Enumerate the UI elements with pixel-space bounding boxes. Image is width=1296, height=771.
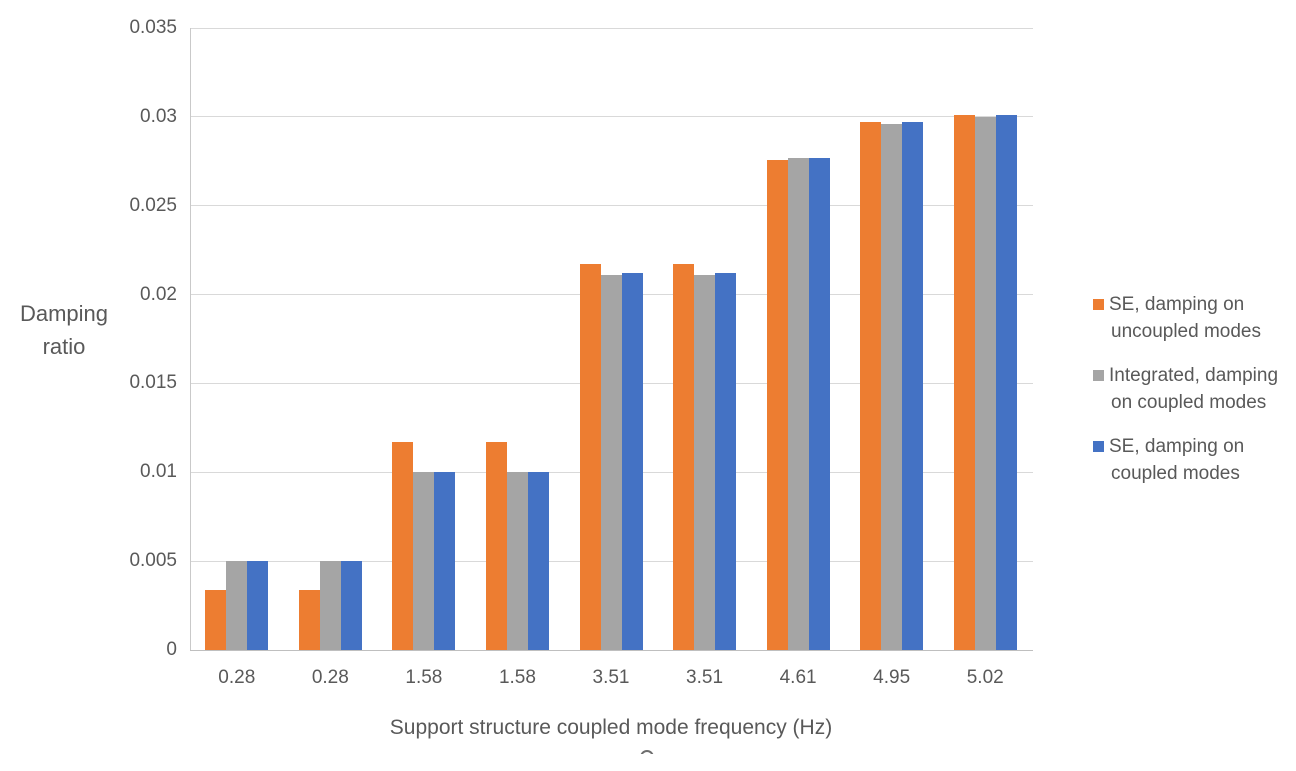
legend-swatch-icon (1093, 299, 1104, 310)
legend-label-line2: uncoupled modes (1111, 321, 1261, 342)
y-tick-label: 0.035 (129, 17, 177, 38)
gridline (190, 116, 1033, 118)
y-tick-label: 0.005 (129, 550, 177, 572)
gridline (190, 27, 1033, 29)
x-axis-title: Support structure coupled mode frequency… (389, 716, 833, 739)
legend-entry-1: SE, damping on uncoupled modes (1093, 291, 1293, 345)
x-tick-label: 1.58 (405, 667, 443, 688)
y-axis-line (190, 28, 191, 650)
bar-series2-cat5 (600, 275, 622, 650)
bar-series3-cat1 (247, 561, 269, 650)
bar-series1-cat9 (953, 115, 975, 650)
bar-series3-cat8 (902, 122, 924, 650)
bar-series1-cat2 (298, 589, 320, 650)
bar-series1-cat6 (673, 264, 695, 650)
legend-entry-2: Integrated, damping on coupled modes (1093, 362, 1293, 416)
x-tick-label: 1.58 (498, 667, 536, 688)
legend: SE, damping on uncoupled modes Integrated,… (1093, 291, 1293, 504)
y-axis-title-line1: Damping (19, 301, 109, 326)
legend-swatch-icon (1093, 370, 1104, 381)
bar-series3-cat2 (340, 561, 362, 650)
bar-series2-cat8 (881, 123, 903, 650)
bar-series1-cat4 (485, 442, 507, 650)
x-tick-label: 5.02 (966, 667, 1004, 688)
y-tick-label: 0.015 (129, 372, 177, 394)
bar-series2-cat4 (506, 472, 528, 650)
x-tick-label: 4.95 (873, 667, 911, 688)
x-tick-label: 4.61 (779, 667, 817, 688)
bar-series2-cat9 (974, 116, 996, 650)
y-tick-label: 0 (166, 639, 177, 660)
x-tick-label: 3.51 (686, 667, 724, 688)
bar-series3-cat4 (527, 472, 549, 650)
x-tick-label: 0.28 (218, 667, 256, 688)
bar-series2-cat1 (226, 561, 248, 650)
legend-swatch-icon (1093, 441, 1104, 452)
bar-series1-cat8 (860, 122, 882, 650)
bar-series3-cat9 (995, 115, 1017, 650)
x-tick-label: 3.51 (592, 667, 630, 688)
gridline (190, 205, 1033, 207)
legend-label-line2: coupled modes (1111, 463, 1240, 484)
bar-series2-cat7 (787, 157, 809, 650)
bar-series2-cat3 (413, 472, 435, 650)
y-axis-title-line2: ratio (42, 334, 86, 359)
legend-label-line1: SE, damping on (1109, 436, 1245, 457)
x-tick-label: 0.28 (311, 667, 349, 688)
bar-series3-cat6 (715, 273, 737, 650)
bar-series2-cat6 (694, 275, 716, 650)
bar-series2-cat2 (319, 561, 341, 650)
legend-label-line1: SE, damping on (1109, 294, 1245, 315)
y-tick-label: 0.02 (140, 283, 177, 305)
legend-entry-3: SE, damping on coupled modes (1093, 433, 1293, 487)
bar-series1-cat1 (205, 589, 227, 650)
legend-label-line2: on coupled modes (1111, 392, 1267, 413)
y-tick-label: 0.03 (140, 105, 177, 127)
bar-series1-cat5 (579, 264, 601, 650)
y-tick-label: 0.025 (129, 194, 177, 216)
partial-caption-glyph (640, 750, 654, 754)
bar-series3-cat5 (621, 273, 643, 650)
legend-label-line1: Integrated, damping (1109, 365, 1279, 386)
y-axis-title: Damping ratio (8, 297, 120, 363)
bar-series1-cat3 (392, 442, 414, 650)
x-axis-line (190, 649, 1033, 651)
y-tick-label: 0.01 (140, 461, 177, 483)
bar-series3-cat7 (808, 157, 830, 650)
bar-series3-cat3 (434, 472, 456, 650)
bar-series1-cat7 (766, 159, 788, 650)
